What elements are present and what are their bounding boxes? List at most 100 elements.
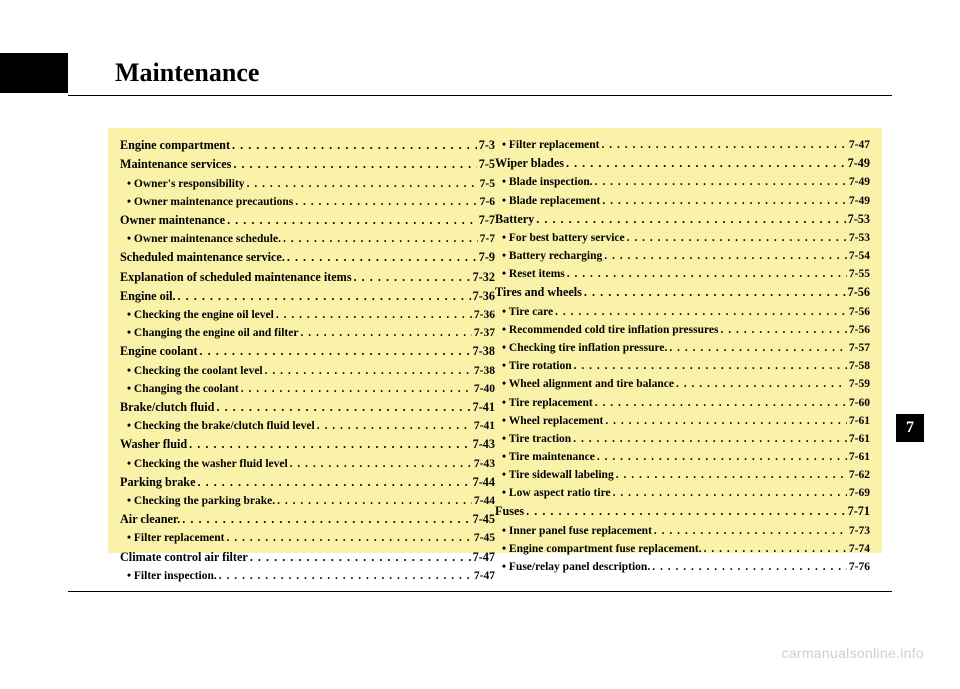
toc-page: 7-36	[473, 287, 495, 306]
toc-page: 7-45	[473, 510, 495, 529]
toc-dots: . . . . . . . . . . . . . . . . . . . . …	[250, 548, 471, 567]
toc-row: Air cleaner. . . . . . . . . . . . . . .…	[120, 510, 495, 529]
toc-row: Maintenance services . . . . . . . . . .…	[120, 155, 495, 174]
toc-page: 7-44	[474, 492, 495, 510]
toc-dots: . . . . . . . . . . . . . . . . . . . . …	[200, 342, 471, 361]
toc-label: • Blade inspection.	[502, 173, 593, 191]
toc-page: 7-49	[849, 173, 870, 191]
toc-dots: . . . . . . . . . . . . . . . . . . . . …	[605, 412, 847, 430]
toc-label: • Low aspect ratio tire	[502, 484, 611, 502]
toc-dots: . . . . . . . . . . . . . . . . . . . . …	[178, 287, 471, 306]
toc-dots: . . . . . . . . . . . . . . . . . . . . …	[226, 529, 471, 547]
toc-label: • Tire traction	[502, 430, 571, 448]
toc-dots: . . . . . . . . . . . . . . . . . . . . …	[295, 193, 477, 211]
toc-row: Battery . . . . . . . . . . . . . . . . …	[495, 210, 870, 229]
toc-dots: . . . . . . . . . . . . . . . . . . . . …	[265, 362, 472, 380]
toc-row: • Tire care . . . . . . . . . . . . . . …	[495, 303, 870, 321]
toc-label: • Wheel alignment and tire balance	[502, 375, 674, 393]
toc-page: 7-55	[849, 265, 870, 283]
toc-row: • Tire maintenance . . . . . . . . . . .…	[495, 448, 870, 466]
toc-dots: . . . . . . . . . . . . . . . . . . . . …	[182, 510, 470, 529]
toc-row: • Blade inspection. . . . . . . . . . . …	[495, 173, 870, 191]
toc-row: • Recommended cold tire inflation pressu…	[495, 321, 870, 339]
toc-dots: . . . . . . . . . . . . . . . . . . . . …	[526, 502, 846, 521]
toc-label: Owner maintenance	[120, 211, 225, 230]
toc-row: Parking brake . . . . . . . . . . . . . …	[120, 473, 495, 492]
toc-label: • Changing the coolant	[127, 380, 239, 398]
toc-page: 7-43	[473, 435, 495, 454]
watermark: carmanualsonline.info	[782, 645, 925, 661]
toc-dots: . . . . . . . . . . . . . . . . . . . . …	[584, 283, 846, 302]
toc-page: 7-61	[849, 448, 870, 466]
toc-dots: . . . . . . . . . . . . . . . . . . . . …	[602, 192, 847, 210]
toc-row: • Blade replacement . . . . . . . . . . …	[495, 192, 870, 210]
toc-dots: . . . . . . . . . . . . . . . . . . . . …	[604, 247, 847, 265]
toc-page: 7-73	[849, 522, 870, 540]
toc-row: Climate control air filter . . . . . . .…	[120, 548, 495, 567]
toc-label: Wiper blades	[495, 154, 564, 173]
toc-label: • Engine compartment fuse replacement.	[502, 540, 702, 558]
toc-label: • Owner maintenance schedule.	[127, 230, 281, 248]
toc-row: • Tire rotation . . . . . . . . . . . . …	[495, 357, 870, 375]
toc-row: • Fuse/relay panel description. . . . . …	[495, 558, 870, 576]
toc-row: • Low aspect ratio tire . . . . . . . . …	[495, 484, 870, 502]
toc-label: Engine oil.	[120, 287, 176, 306]
toc-dots: . . . . . . . . . . . . . . . . . . . . …	[720, 321, 846, 339]
toc-row: Explanation of scheduled maintenance ite…	[120, 268, 495, 287]
toc-row: • Changing the engine oil and filter . .…	[120, 324, 495, 342]
toc-dots: . . . . . . . . . . . . . . . . . . . . …	[601, 136, 846, 154]
toc-label: • Blade replacement	[502, 192, 600, 210]
toc-page: 7-69	[849, 484, 870, 502]
toc-right-column: • Filter replacement . . . . . . . . . .…	[495, 136, 870, 545]
toc-row: • Reset items . . . . . . . . . . . . . …	[495, 265, 870, 283]
toc-dots: . . . . . . . . . . . . . . . . . . . . …	[555, 303, 847, 321]
toc-label: • Changing the engine oil and filter	[127, 324, 298, 342]
toc-row: • Checking tire inflation pressure. . . …	[495, 339, 870, 357]
toc-row: • Wheel replacement . . . . . . . . . . …	[495, 412, 870, 430]
toc-page: 7-7	[479, 211, 495, 230]
toc-label: • Battery recharging	[502, 247, 602, 265]
toc-label: Parking brake	[120, 473, 196, 492]
toc-page: 7-56	[849, 303, 870, 321]
toc-row: • Owner maintenance schedule. . . . . . …	[120, 230, 495, 248]
toc-page: 7-45	[474, 529, 495, 547]
toc-row: • Changing the coolant . . . . . . . . .…	[120, 380, 495, 398]
toc-page: 7-47	[849, 136, 870, 154]
toc-row: Owner maintenance . . . . . . . . . . . …	[120, 211, 495, 230]
toc-row: Fuses . . . . . . . . . . . . . . . . . …	[495, 502, 870, 521]
toc-dots: . . . . . . . . . . . . . . . . . . . . …	[219, 567, 472, 585]
toc-page: 7-76	[849, 558, 870, 576]
toc-dots: . . . . . . . . . . . . . . . . . . . . …	[232, 136, 477, 155]
toc-page: 7-53	[848, 210, 870, 229]
toc-page: 7-57	[849, 339, 870, 357]
toc-label: Tires and wheels	[495, 283, 582, 302]
toc-dots: . . . . . . . . . . . . . . . . . . . . …	[595, 173, 847, 191]
toc-row: • For best battery service . . . . . . .…	[495, 229, 870, 247]
toc-dots: . . . . . . . . . . . . . . . . . . . . …	[354, 268, 471, 287]
toc-row: • Filter inspection. . . . . . . . . . .…	[120, 567, 495, 585]
toc-row: • Checking the washer fluid level . . . …	[120, 455, 495, 473]
toc-page: 7-47	[473, 548, 495, 567]
toc-label: • Filter inspection.	[127, 567, 217, 585]
toc-row: Scheduled maintenance service. . . . . .…	[120, 248, 495, 267]
toc-dots: . . . . . . . . . . . . . . . . . . . . …	[652, 558, 847, 576]
toc-page: 7-74	[849, 540, 870, 558]
toc-page: 7-61	[849, 430, 870, 448]
toc-page: 7-59	[849, 375, 870, 393]
toc-row: • Inner panel fuse replacement . . . . .…	[495, 522, 870, 540]
toc-dots: . . . . . . . . . . . . . . . . . . . . …	[241, 380, 472, 398]
toc-page: 7-49	[848, 154, 870, 173]
toc-dots: . . . . . . . . . . . . . . . . . . . . …	[627, 229, 847, 247]
toc-dots: . . . . . . . . . . . . . . . . . . . . …	[704, 540, 847, 558]
toc-page: 7-5	[479, 155, 495, 174]
toc-page: 7-7	[480, 230, 495, 248]
toc-dots: . . . . . . . . . . . . . . . . . . . . …	[287, 248, 477, 267]
toc-page: 7-60	[849, 394, 870, 412]
toc-row: Wiper blades . . . . . . . . . . . . . .…	[495, 154, 870, 173]
toc-label: • Checking the engine oil level	[127, 306, 274, 324]
toc-row: • Tire sidewall labeling . . . . . . . .…	[495, 466, 870, 484]
toc-page: 7-54	[849, 247, 870, 265]
toc-label: Climate control air filter	[120, 548, 248, 567]
toc-dots: . . . . . . . . . . . . . . . . . . . . …	[233, 155, 476, 174]
toc-label: Explanation of scheduled maintenance ite…	[120, 268, 352, 287]
